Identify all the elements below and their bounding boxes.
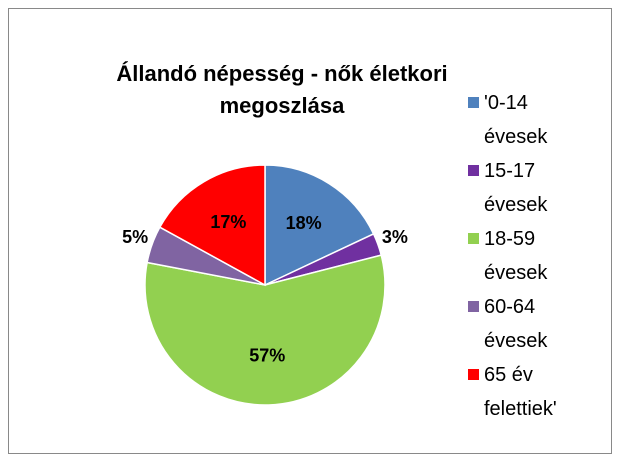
- chart-title: Állandó népesség - nők életkori megoszlá…: [116, 61, 448, 118]
- data-label: 3%: [382, 227, 408, 247]
- pie-slice: [264, 164, 375, 287]
- legend-label: '0-14 évesek: [484, 92, 548, 148]
- legend-entry: 65 év felettiek': [466, 358, 616, 426]
- pie-slice: [158, 164, 266, 287]
- data-label: 18%: [286, 213, 322, 233]
- chart-border: [8, 8, 612, 454]
- legend-label: 18-59 évesek: [484, 228, 548, 284]
- legend-entry: 60-64 évesek: [466, 290, 616, 358]
- legend-entry: '0-14 évesek: [466, 86, 616, 154]
- pie-slice: [144, 254, 386, 406]
- data-label: 17%: [210, 212, 246, 232]
- legend-entry: 18-59 évesek: [466, 222, 616, 290]
- legend-label: 15-17 évesek: [484, 160, 548, 216]
- legend-swatch: [468, 233, 479, 244]
- data-label: 5%: [122, 227, 148, 247]
- data-label: 57%: [249, 346, 285, 366]
- legend: '0-14 évesek 15-17 évesek 18-59 évesek 60-6…: [466, 86, 616, 426]
- legend-swatch: [468, 165, 479, 176]
- legend-swatch: [468, 97, 479, 108]
- legend-swatch: [468, 301, 479, 312]
- legend-label: 60-64 évesek: [484, 296, 548, 352]
- legend-swatch: [468, 369, 479, 380]
- legend-label: 65 év felettiek': [484, 364, 557, 420]
- legend-entry: 15-17 évesek: [466, 154, 616, 222]
